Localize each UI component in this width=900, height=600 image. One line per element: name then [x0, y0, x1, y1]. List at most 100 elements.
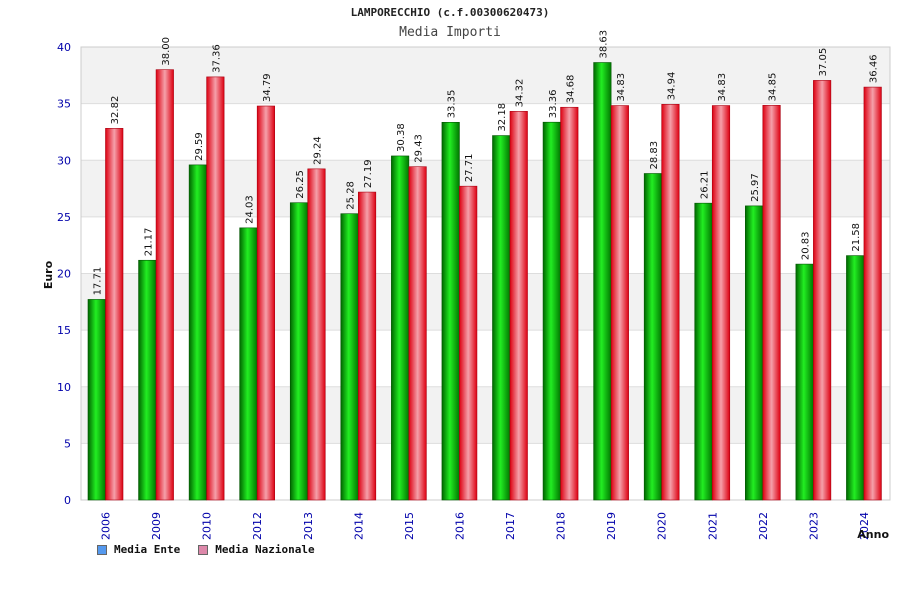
- x-tick-label: 2024: [858, 512, 871, 540]
- x-tick-label: 2020: [656, 512, 669, 540]
- legend-label-ente: Media Ente: [114, 543, 181, 556]
- bar-nazionale: [358, 191, 377, 501]
- data-label: 37.36: [211, 44, 222, 73]
- bar-ente: [391, 155, 410, 501]
- bar-nazionale: [307, 168, 326, 501]
- data-label: 34.83: [616, 73, 627, 102]
- y-tick-label: 40: [57, 41, 71, 54]
- legend-swatch-ente: [97, 544, 107, 555]
- data-label: 34.79: [262, 73, 273, 102]
- data-label: 38.63: [598, 30, 609, 59]
- bar-nazionale: [459, 185, 478, 501]
- data-label: 24.03: [244, 195, 255, 224]
- bar-ente: [87, 299, 106, 501]
- data-label: 36.46: [869, 54, 880, 83]
- plot-area: 0 5 10 15 20 25 30 35 40 17.71 32.82 2006 21.17 38.00…: [42, 30, 891, 541]
- bar-nazionale: [813, 80, 832, 501]
- data-label: 28.83: [649, 141, 660, 170]
- data-label: 21.17: [143, 228, 154, 257]
- x-tick-label: 2019: [605, 512, 618, 540]
- bar-ente: [340, 213, 359, 501]
- y-tick-label: 30: [57, 154, 71, 167]
- legend-swatch-nazionale: [198, 544, 209, 555]
- legend-label-nazionale: Media Nazionale: [215, 543, 315, 556]
- data-label: 29.43: [414, 134, 425, 163]
- bar-nazionale: [863, 86, 882, 501]
- data-label: 34.94: [666, 72, 677, 101]
- data-label: 26.25: [295, 170, 306, 199]
- bar-nazionale: [610, 105, 629, 501]
- x-tick-label: 2022: [757, 512, 770, 540]
- x-tick-label: 2012: [251, 512, 264, 540]
- data-label: 27.19: [363, 159, 374, 188]
- chart-title: LAMPORECCHIO (c.f.00300620473): [350, 6, 550, 19]
- bar-nazionale: [560, 106, 579, 501]
- bar-nazionale: [661, 104, 680, 501]
- data-label: 20.83: [801, 231, 812, 260]
- data-label: 34.32: [515, 79, 526, 108]
- x-tick-label: 2006: [100, 512, 113, 540]
- legend-item-nazionale: Media Nazionale: [198, 543, 315, 556]
- bar-ente: [745, 205, 764, 501]
- x-tick-label: 2018: [555, 512, 568, 540]
- data-label: 29.24: [313, 136, 324, 165]
- data-label: 27.71: [464, 154, 475, 183]
- bar-ente: [694, 202, 713, 501]
- y-tick-label: 10: [57, 381, 71, 394]
- bar-ente: [188, 164, 207, 501]
- bar-ente: [643, 173, 662, 501]
- x-tick-label: 2015: [403, 512, 416, 540]
- bar-nazionale: [509, 111, 528, 501]
- bar-ente: [138, 259, 157, 501]
- x-tick-label: 2014: [352, 512, 365, 540]
- y-tick-label: 5: [64, 437, 71, 450]
- data-label: 25.28: [346, 181, 357, 210]
- data-label: 34.85: [768, 73, 779, 102]
- data-label: 34.68: [565, 75, 576, 104]
- data-label: 33.35: [447, 90, 458, 119]
- y-tick-label: 35: [57, 98, 71, 111]
- bar-nazionale: [206, 76, 225, 501]
- data-label: 26.21: [700, 171, 711, 200]
- data-label: 17.71: [93, 267, 104, 296]
- data-label: 25.97: [750, 173, 761, 202]
- bar-ente: [846, 255, 865, 501]
- data-label: 32.82: [110, 96, 121, 125]
- data-label: 33.36: [548, 90, 559, 119]
- plot-border: [80, 46, 891, 501]
- bar-nazionale: [711, 105, 731, 501]
- legend-item-ente: Media Ente: [97, 543, 180, 556]
- y-axis-label: Euro: [42, 260, 55, 289]
- x-axis-label: Anno: [857, 528, 889, 541]
- bar-nazionale: [762, 105, 781, 501]
- bar-ente: [492, 135, 511, 501]
- data-label: 21.58: [851, 223, 862, 252]
- bar-nazionale: [155, 69, 174, 501]
- bar-ente: [542, 121, 561, 501]
- bar-nazionale: [408, 166, 427, 501]
- x-tick-label: 2017: [504, 512, 517, 540]
- bar-ente: [239, 227, 258, 501]
- bar-ente: [593, 62, 612, 501]
- data-label: 29.59: [194, 132, 205, 161]
- bar-nazionale: [256, 105, 275, 501]
- x-tick-label: 2021: [706, 512, 719, 540]
- bar-nazionale: [105, 128, 124, 501]
- chart-subtitle: Media Importi: [399, 25, 501, 40]
- bar-ente: [795, 263, 814, 501]
- y-tick-label: 0: [64, 494, 71, 507]
- y-tick-label: 20: [57, 268, 71, 281]
- y-tick-label: 25: [57, 211, 71, 224]
- data-label: 37.05: [818, 48, 829, 77]
- y-tick-label: 15: [57, 324, 71, 337]
- data-label: 32.18: [497, 103, 508, 132]
- x-tick-label: 2023: [807, 512, 820, 540]
- x-tick-label: 2009: [150, 512, 163, 540]
- x-tick-label: 2010: [201, 512, 214, 540]
- data-label: 38.00: [161, 37, 172, 66]
- data-label: 30.38: [396, 123, 407, 152]
- x-tick-label: 2016: [453, 512, 466, 540]
- bar-ente: [441, 122, 460, 501]
- data-label: 34.83: [717, 73, 728, 102]
